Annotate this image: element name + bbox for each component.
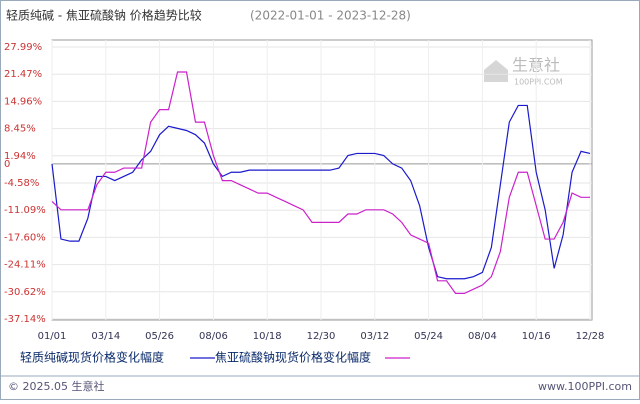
x-tick-label: 12/28 <box>576 331 605 342</box>
y-tick-label: -17.60% <box>4 232 46 243</box>
footer-copyright: © 2025.05 生意社 <box>8 379 104 393</box>
y-tick-label: 21.47% <box>4 69 42 80</box>
x-tick-label: 10/18 <box>253 331 282 342</box>
y-tick-label: -4.58% <box>4 178 39 189</box>
y-tick-label: 27.99% <box>4 42 42 53</box>
x-tick-label: 12/30 <box>307 331 336 342</box>
x-tick-label: 01/01 <box>38 331 67 342</box>
x-tick-label: 10/16 <box>522 331 551 342</box>
footer-url: www.100PPI.com <box>538 380 632 393</box>
y-tick-label: 14.96% <box>4 96 42 107</box>
x-tick-label: 05/24 <box>414 331 443 342</box>
y-tick-label: -24.11% <box>4 260 46 271</box>
x-tick-label: 08/06 <box>199 331 228 342</box>
x-tick-label: 03/12 <box>360 331 389 342</box>
y-tick-label: -37.14% <box>4 314 46 325</box>
chart-subtitle: (2022-01-01 - 2023-12-28) <box>250 9 411 23</box>
y-tick-label: 1.94% <box>4 151 36 162</box>
x-tick-label: 05/26 <box>145 331 174 342</box>
series-line <box>51 71 590 294</box>
y-tick-label: -30.62% <box>4 287 46 298</box>
x-tick-label: 08/04 <box>468 331 497 342</box>
legend-label: 轻质纯碱现货价格变化幅度 <box>20 350 164 365</box>
y-tick-label: 8.45% <box>4 124 36 135</box>
chart-title: 轻质纯碱 - 焦亚硫酸钠 价格趋势比较 <box>6 8 202 23</box>
y-tick-label: 0 <box>4 159 10 170</box>
legend-label: 焦亚硫酸钠现货价格变化幅度 <box>215 350 371 365</box>
watermark-icon <box>484 60 508 82</box>
watermark-site: 100PPI.COM <box>514 78 563 87</box>
series-line <box>51 104 591 280</box>
x-tick-label: 03/14 <box>91 331 120 342</box>
y-tick-label: -11.09% <box>4 205 46 216</box>
